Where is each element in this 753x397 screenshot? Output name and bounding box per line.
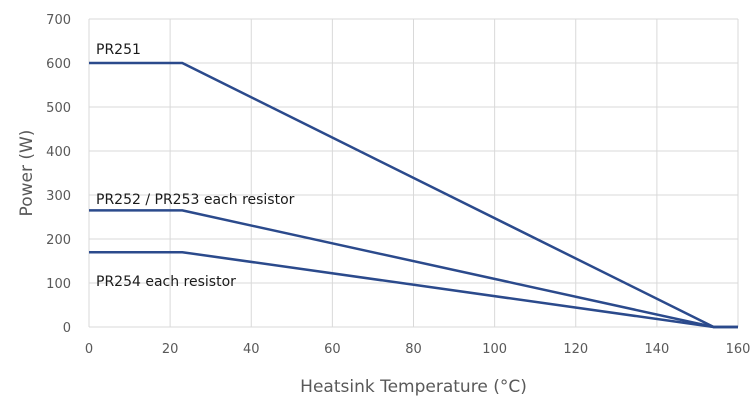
series-annotations: PR251 PR252 / PR253 each resistor PR254 ea… [96,42,295,290]
x-axis-title: Heatsink Temperature (°C) [300,377,527,397]
series-annotation-3: PR254 each resistor [96,274,236,290]
series-annotation-1: PR251 [96,42,141,58]
x-tick-label: 140 [644,342,669,357]
x-tick-label: 80 [405,342,422,357]
y-axis-title: Power (W) [17,130,37,217]
x-tick-label: 100 [482,342,507,357]
y-tick-label: 500 [46,101,71,116]
y-tick-label: 100 [46,277,71,292]
y-tick-label: 300 [46,189,71,204]
x-tick-label: 60 [324,342,341,357]
x-tick-label: 0 [85,342,93,357]
x-tick-label: 160 [726,342,751,357]
series-line-3 [89,250,738,329]
x-tick-label: 120 [563,342,588,357]
y-tick-label: 400 [46,145,71,160]
y-tick-label: 200 [46,233,71,248]
series-lines [89,61,738,329]
x-tick-labels: 0 20 40 60 80 100 120 140 160 [85,342,751,357]
y-tick-label: 700 [46,13,71,28]
x-tick-label: 40 [243,342,260,357]
x-tick-label: 20 [162,342,179,357]
y-tick-label: 600 [46,57,71,72]
series-annotation-2: PR252 / PR253 each resistor [96,192,295,208]
grid [88,18,739,328]
y-tick-labels: 0 100 200 300 400 500 600 700 [46,13,71,336]
y-tick-label: 0 [63,321,71,336]
